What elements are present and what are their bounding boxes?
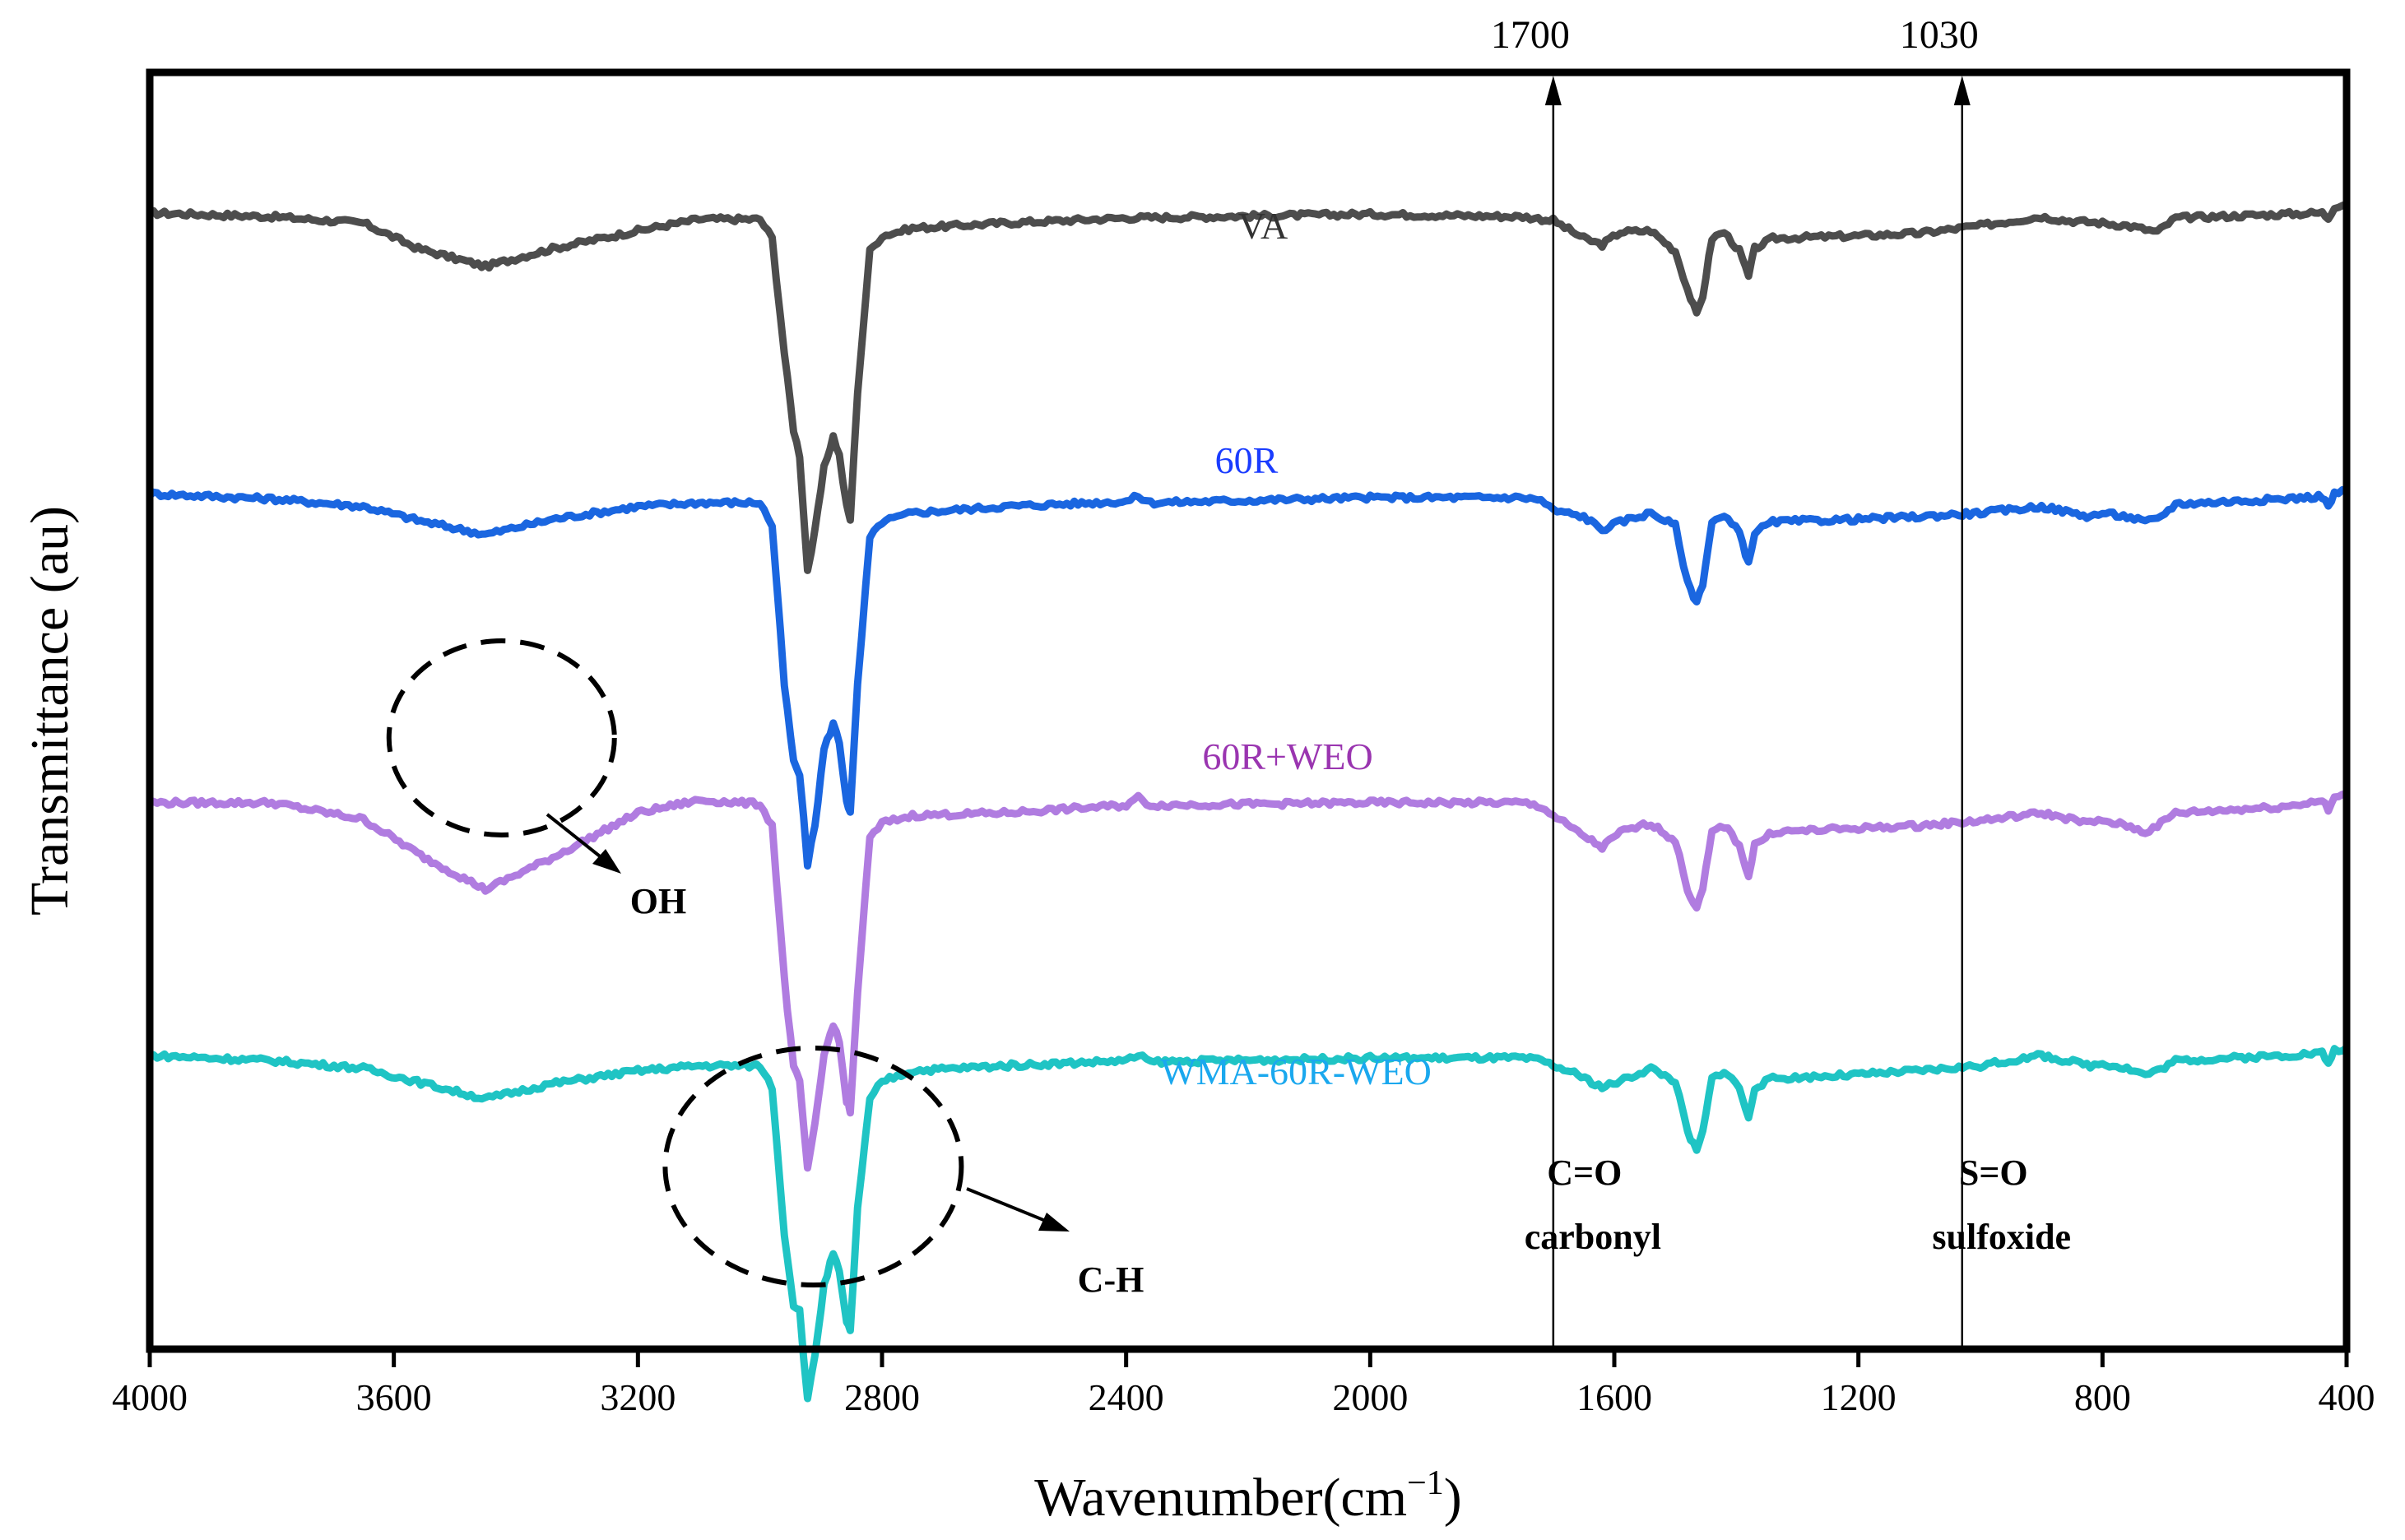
marker-group bbox=[1544, 76, 1971, 1349]
marker-label-1030: 1030 bbox=[1900, 13, 1979, 57]
series-line-VA bbox=[150, 200, 2348, 574]
callout-arrow-OH bbox=[546, 813, 609, 864]
callout-label-OH: OH bbox=[630, 881, 686, 921]
series-label-VA: VA bbox=[1238, 205, 1288, 247]
x-tick-label-400: 400 bbox=[2319, 1376, 2375, 1418]
x-axis-title: Wavenumber(cm−1) bbox=[1034, 1464, 1462, 1528]
series-line-WMA-60R-WEO bbox=[149, 1045, 2349, 1403]
marker-arrow-1030 bbox=[1953, 76, 1971, 105]
callout-arrowhead-OH bbox=[592, 849, 621, 874]
marker-arrow-1700 bbox=[1544, 76, 1562, 105]
y-axis-title: Transmittance (au) bbox=[20, 506, 80, 916]
annotation-S=O: S=O bbox=[1959, 1153, 2028, 1193]
spectra-group bbox=[146, 200, 2349, 1403]
labels-group: 1700 C=O carbonyl 1030 S=O sulfoxide VA 60R 60R+… bbox=[630, 13, 2071, 1300]
plot-frame bbox=[146, 68, 2351, 1353]
x-tick-label-2400: 2400 bbox=[1089, 1376, 1164, 1418]
x-tick-label-4000: 4000 bbox=[112, 1376, 188, 1418]
x-tick-label-1600: 1600 bbox=[1576, 1376, 1652, 1418]
annotation-carbonyl: carbonyl bbox=[1525, 1217, 1661, 1257]
x-axis-ticks: 4000 3600 3200 2800 2400 2000 1600 1200 800 400 bbox=[112, 1349, 2375, 1418]
callout-ellipse-OH bbox=[386, 638, 617, 837]
callout-group bbox=[386, 638, 1070, 1287]
x-tick-label-3200: 3200 bbox=[600, 1376, 676, 1418]
callout-arrow-CH bbox=[966, 1187, 1052, 1225]
series-line-60R+WEO bbox=[147, 791, 2347, 1172]
x-tick-label-3600: 3600 bbox=[356, 1376, 432, 1418]
series-label-60R+WEO: 60R+WEO bbox=[1202, 735, 1372, 777]
callout-label-CH: C-H bbox=[1078, 1259, 1144, 1300]
callout-arrowhead-CH bbox=[1038, 1213, 1070, 1232]
annotation-C=O: C=O bbox=[1547, 1153, 1622, 1193]
x-tick-label-2800: 2800 bbox=[844, 1376, 920, 1418]
x-tick-label-2000: 2000 bbox=[1332, 1376, 1408, 1418]
callout-ellipse-CH bbox=[662, 1046, 964, 1287]
series-label-60R: 60R bbox=[1215, 439, 1279, 481]
x-tick-label-800: 800 bbox=[2074, 1376, 2131, 1418]
marker-label-1700: 1700 bbox=[1491, 13, 1570, 57]
x-tick-label-1200: 1200 bbox=[1821, 1376, 1897, 1418]
series-label-WMA-60R-WEO: WMA-60R-WEO bbox=[1160, 1051, 1432, 1092]
annotation-sulfoxide: sulfoxide bbox=[1932, 1217, 2071, 1257]
series-line-60R bbox=[146, 485, 2348, 870]
